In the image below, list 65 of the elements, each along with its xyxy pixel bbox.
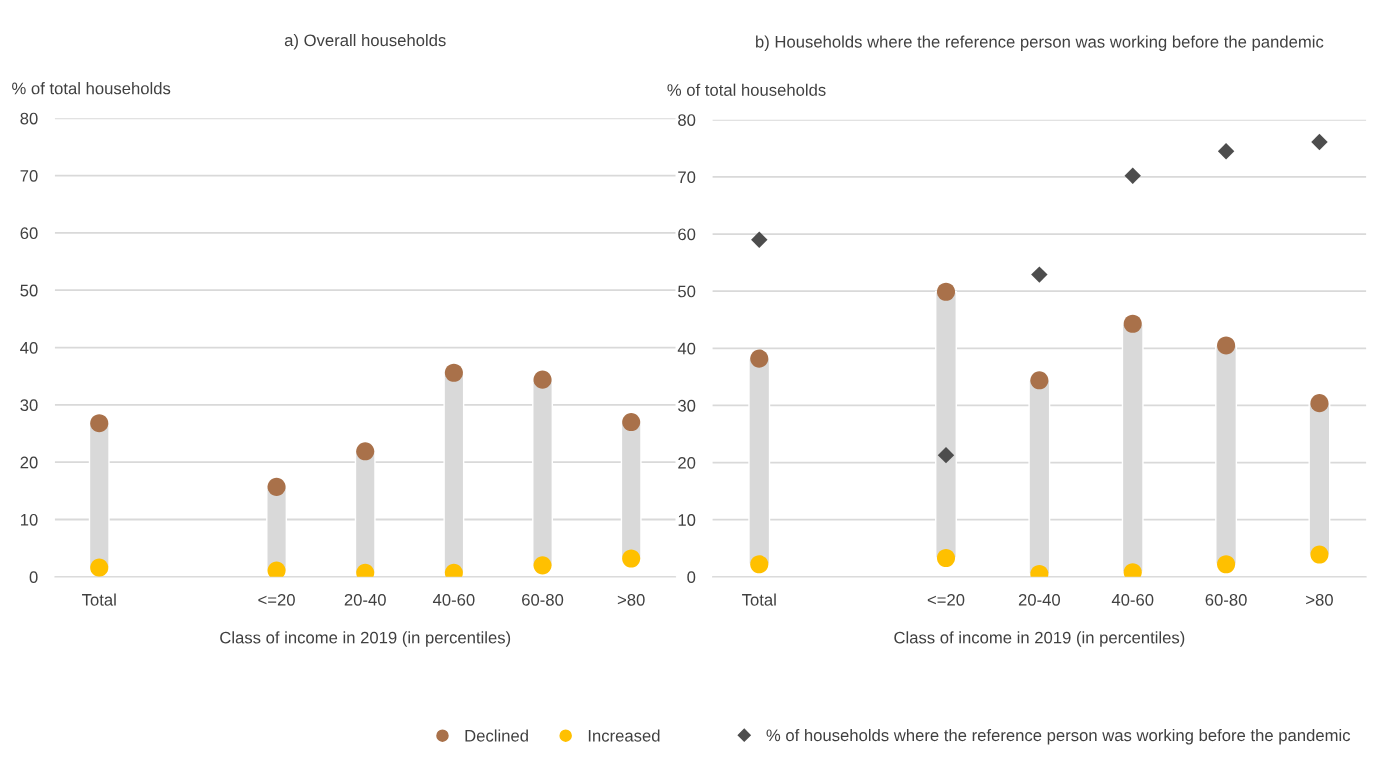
point [1217, 142, 1235, 160]
y-tick-label: 0 [687, 571, 696, 584]
point [1217, 555, 1236, 574]
point [1030, 371, 1049, 390]
y-tick-label: 40 [677, 342, 696, 355]
y-tick-label: 20 [678, 456, 696, 469]
legend-label: Declined [465, 729, 528, 742]
x-tick-label: 40-60 [1111, 593, 1154, 606]
y-tick-label: 0 [29, 571, 38, 584]
point [622, 413, 641, 432]
y-tick-label: 30 [20, 399, 38, 412]
point [937, 446, 955, 464]
x-tick-label: 20-40 [1018, 593, 1061, 606]
point [750, 555, 769, 574]
point [622, 549, 641, 568]
point [750, 349, 769, 368]
x-axis-title: Class of income in 2019 (in percentiles) [220, 631, 511, 647]
chart-title: b) Households where the reference person was working before the pandemic [756, 35, 1324, 51]
x-tick-label: 60-80 [522, 593, 564, 606]
point [936, 548, 956, 568]
point [90, 558, 109, 577]
x-axis-title: Class of income in 2019 (in percentiles) [894, 631, 1185, 647]
x-tick-label: <=20 [258, 593, 295, 606]
x-tick-label: Total [742, 593, 776, 606]
chart-title: a) Overall households [284, 33, 446, 50]
point [90, 414, 109, 433]
point [533, 370, 552, 389]
point [267, 477, 286, 496]
point [444, 363, 463, 382]
point [1217, 336, 1236, 355]
point [936, 282, 956, 301]
point [533, 556, 552, 575]
x-tick-label: 40-60 [432, 593, 475, 606]
point [267, 561, 286, 577]
y-tick-label: 80 [20, 112, 38, 125]
x-tick-label: 20-40 [344, 593, 386, 606]
y-tick-label: 70 [20, 169, 38, 182]
y-tick-label: 80 [678, 114, 696, 126]
point [751, 231, 768, 248]
y-tick-label: 40 [20, 341, 38, 354]
y-tick-label: 10 [678, 514, 696, 526]
x-tick-label: <=20 [927, 593, 965, 606]
x-tick-label: >80 [1306, 593, 1333, 606]
y-tick-label: 10 [20, 513, 38, 526]
y-tick-label: 20 [20, 456, 38, 469]
y-axis-title: % of total households [12, 82, 171, 95]
y-tick-label: 50 [678, 285, 696, 298]
point [1123, 314, 1142, 333]
x-tick-label: 60-80 [1205, 593, 1247, 606]
point [1310, 394, 1329, 413]
point [1310, 545, 1329, 564]
point [1311, 133, 1328, 151]
point [1031, 266, 1048, 283]
x-tick-label: Total [82, 593, 116, 606]
y-axis-title: % of total households [667, 83, 826, 96]
y-tick-label: 30 [678, 399, 696, 412]
legend-label: Increased [588, 729, 660, 742]
x-tick-label: >80 [617, 593, 645, 606]
point [1124, 167, 1141, 184]
y-tick-label: 60 [678, 228, 696, 241]
y-tick-label: 60 [20, 227, 38, 240]
point [356, 442, 375, 461]
y-tick-label: 50 [20, 284, 38, 297]
y-tick-label: 70 [678, 171, 696, 184]
legend-label: % of households where the reference person was working before the pandemic [766, 728, 1351, 745]
